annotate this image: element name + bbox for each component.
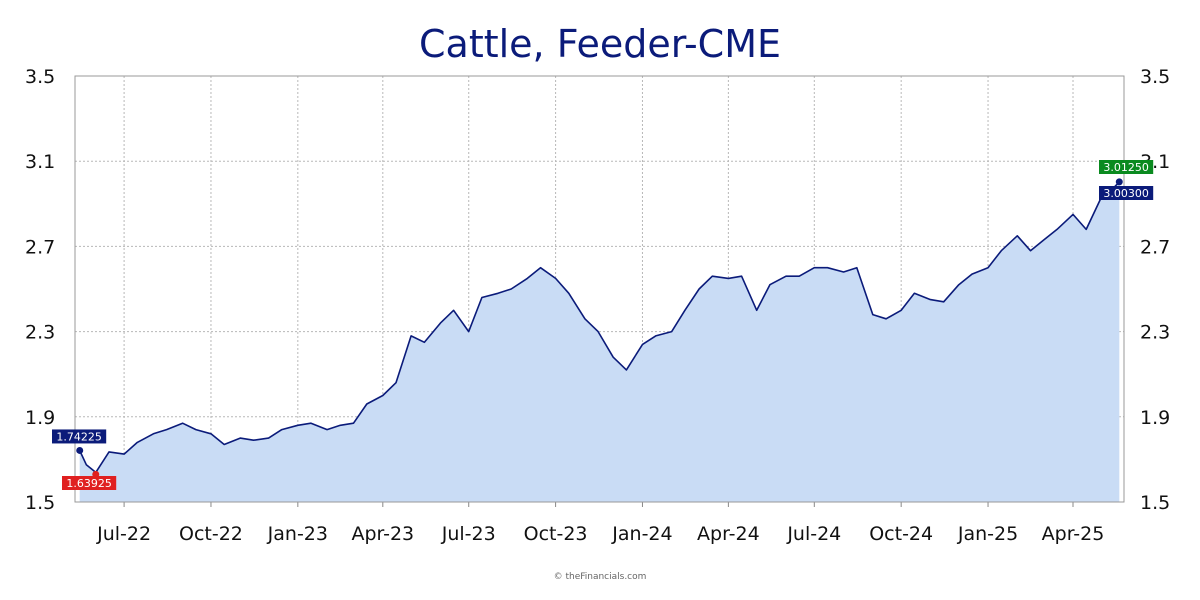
y-tick-label-left: 1.9 (25, 407, 55, 429)
x-tick-label: Apr-24 (697, 523, 760, 545)
y-tick-label-left: 2.3 (25, 322, 55, 344)
y-tick-label-right: 2.3 (1140, 322, 1170, 344)
x-tick-label: Oct-24 (869, 523, 933, 545)
series-area (78, 181, 1120, 502)
tick-labels: 1.5 1.51.9 1.92.3 2.32.7 2.73.1 3.13.5 3.5Jul-… (25, 66, 1170, 545)
x-tick-label: Jul-22 (96, 523, 151, 545)
x-tick-label: Jul-23 (441, 523, 496, 545)
x-tick-label: Apr-23 (351, 523, 414, 545)
chart-title: Cattle, Feeder-CME (419, 22, 781, 66)
high-value-label: 3.01250 (1103, 161, 1149, 174)
y-tick-label-right: 1.5 (1140, 492, 1170, 514)
y-tick-label-left: 3.5 (25, 66, 55, 88)
price-area-fill (79, 181, 1120, 502)
last-point-dot (1115, 178, 1123, 186)
start-point-dot (76, 446, 84, 454)
axes (74, 75, 1125, 507)
last-value-label: 3.00300 (1103, 187, 1149, 200)
price-line (78, 181, 1120, 474)
x-tick-label: Oct-23 (524, 523, 588, 545)
x-tick-label: Jan-25 (957, 523, 1018, 545)
credit-text: © theFinancials.com (554, 572, 647, 582)
y-tick-label-right: 1.9 (1140, 407, 1170, 429)
x-tick-label: Apr-25 (1042, 523, 1105, 545)
low-value-label: 1.63925 (66, 477, 112, 490)
y-tick-label-right: 2.7 (1140, 236, 1170, 258)
y-tick-label-left: 2.7 (25, 236, 55, 258)
start-value-label-bg (52, 429, 107, 444)
markers: 1.74225 1.63925 3.01250 3.00300 (52, 160, 1154, 490)
y-tick-label-left: 3.1 (25, 151, 55, 173)
last-value-label-bg (1099, 186, 1154, 200)
x-tick-label: Oct-22 (179, 523, 243, 545)
low-value-label-bg (62, 476, 117, 490)
plot-frame (74, 75, 1125, 503)
y-tick-label-right: 3.5 (1140, 66, 1170, 88)
x-tick-label: Jul-24 (786, 523, 841, 545)
x-tick-label: Jan-23 (267, 523, 328, 545)
start-value-label: 1.74225 (56, 430, 102, 443)
x-tick-label: Jan-24 (611, 523, 672, 545)
y-tick-label-left: 1.5 (25, 492, 55, 514)
high-value-label-bg (1099, 160, 1154, 174)
